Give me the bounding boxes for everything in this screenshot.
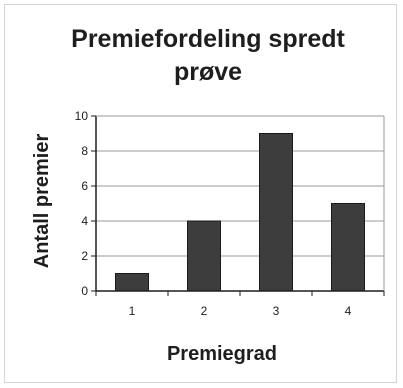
x-tick-label: 3 [273,304,280,318]
y-tick-label: 6 [81,179,88,193]
y-tick-label: 8 [81,144,88,158]
y-tick-label: 10 [75,109,89,123]
chart-title-line-1: Premiefordeling spredt [71,25,345,53]
bar-4 [331,203,365,292]
axes [91,115,385,296]
bar-2 [187,220,221,292]
y-tick-labels: 0 2 4 6 8 10 [75,109,89,298]
x-tick-labels: 1 2 3 4 [129,304,352,318]
x-tick-label: 2 [201,304,208,318]
y-tick-label: 4 [81,214,88,228]
y-axis-label: Antall premier [31,134,53,269]
x-tick-label: 4 [345,304,352,318]
chart-title-line-2: prøve [174,58,242,86]
y-tick-label: 0 [81,284,88,298]
x-axis-label: Premiegrad [167,343,277,365]
bar-3 [259,133,293,292]
chart-frame [4,4,397,383]
bars [115,133,365,292]
bar-1 [115,273,149,292]
y-tick-label: 2 [81,249,88,263]
x-tick-label: 1 [129,304,136,318]
